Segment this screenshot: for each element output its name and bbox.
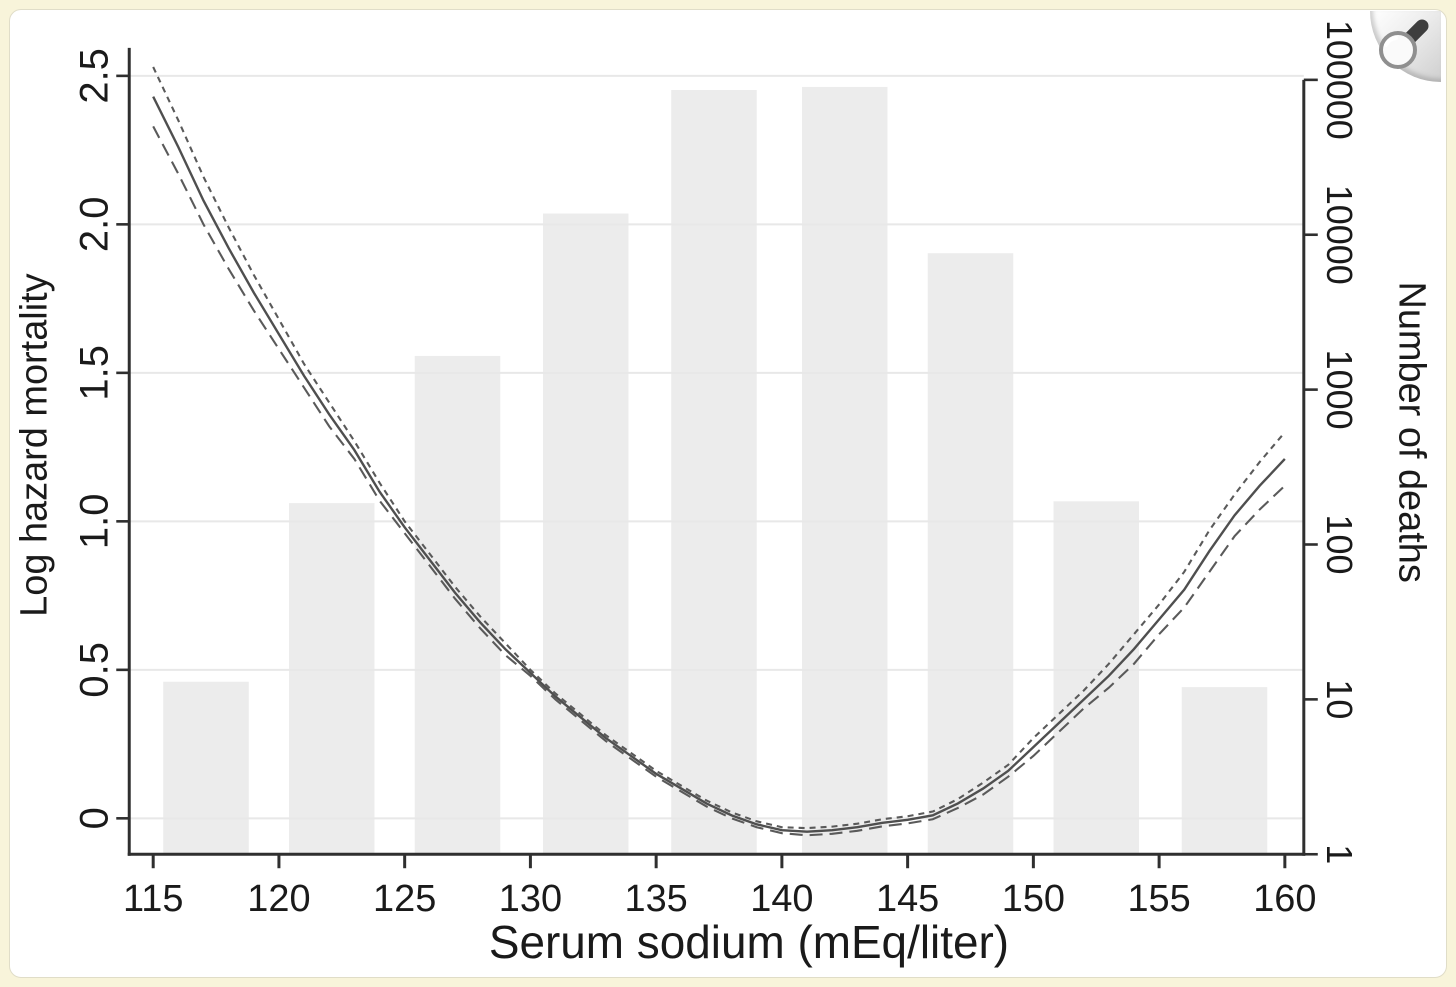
- ci-lower-curve: [152, 125, 1286, 837]
- y-right-tick-label: 10000: [1319, 185, 1360, 285]
- y-right-tick-label: 1: [1319, 844, 1360, 864]
- x-axis: 115 120 125 130 135 140 145 150 155 160: [123, 852, 1316, 920]
- x-tick-label: 155: [1127, 878, 1190, 920]
- histogram-bars: [163, 86, 1268, 855]
- y-left-tick-label: 0: [72, 807, 116, 829]
- x-tick-label: 160: [1253, 878, 1316, 920]
- histogram-bar: [927, 253, 1014, 855]
- x-axis-title: Serum sodium (mEq/liter): [489, 916, 1009, 968]
- x-tick-label: 140: [750, 878, 813, 920]
- x-tick-label: 145: [876, 878, 939, 920]
- histogram-bar: [163, 681, 249, 855]
- y-axis-left-title: Log hazard mortality: [13, 273, 55, 616]
- figure-card: 115 120 125 130 135 140 145 150 155 160 0 0.5 1.0 1.…: [9, 9, 1447, 978]
- y-right-tick-label: 100: [1319, 515, 1360, 575]
- y-left-tick-label: 1.5: [72, 345, 116, 400]
- magnifier-icon: [1379, 19, 1429, 69]
- ci-upper-curve: [152, 66, 1286, 830]
- y-right-tick-label: 10: [1319, 679, 1360, 719]
- hazard-curve: [152, 96, 1286, 833]
- x-tick-label: 150: [1002, 878, 1065, 920]
- y-left-tick-label: 2.5: [72, 48, 116, 103]
- histogram-bar: [1181, 687, 1268, 855]
- upper-95ci: [152, 66, 1286, 830]
- histogram-bar: [288, 503, 375, 855]
- y-left-tick-label: 1.0: [72, 494, 116, 549]
- x-tick-label: 135: [625, 878, 688, 920]
- y-left-tick-label: 2.0: [72, 197, 116, 252]
- plot-svg: 115 120 125 130 135 140 145 150 155 160 0 0.5 1.0 1.…: [13, 20, 1433, 968]
- log-hazard-mortality: [152, 96, 1286, 833]
- zoom-button[interactable]: [1370, 11, 1441, 82]
- histogram-bar: [414, 355, 501, 855]
- y-axis-right-title: Number of deaths: [1391, 281, 1433, 582]
- y-right-tick-label: 100000: [1319, 20, 1360, 140]
- histogram-bar: [671, 90, 757, 855]
- x-tick-label: 115: [123, 878, 183, 920]
- histogram-bar: [802, 86, 888, 855]
- x-tick-label: 120: [247, 878, 310, 920]
- gridlines: [129, 74, 1304, 820]
- y-right-tick-label: 1000: [1319, 350, 1360, 430]
- lower-95ci: [152, 125, 1286, 837]
- y-axis-left: 0 0.5 1.0 1.5 2.0 2.5: [72, 47, 131, 856]
- x-tick-label: 125: [373, 878, 436, 920]
- x-tick-label: 130: [499, 878, 562, 920]
- histogram-bar: [1053, 501, 1139, 855]
- y-left-tick-label: 0.5: [72, 642, 116, 697]
- histogram-bar: [542, 213, 629, 855]
- y-axis-right: 1 10 100 1000 10000 100000: [1302, 20, 1360, 864]
